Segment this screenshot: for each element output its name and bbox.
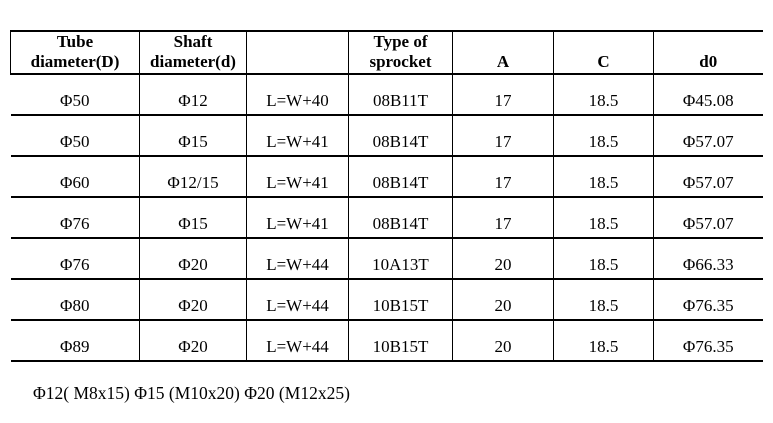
table-cell: 10B15T bbox=[348, 319, 453, 363]
table-cell: Φ20 bbox=[139, 319, 247, 363]
table-cell: Φ12 bbox=[139, 73, 247, 117]
table-cell: L=W+44 bbox=[246, 319, 349, 363]
table-cell: Φ76.35 bbox=[653, 319, 763, 363]
table-cell: Φ15 bbox=[139, 196, 247, 240]
table-cell: 18.5 bbox=[553, 114, 654, 158]
table-cell: 08B14T bbox=[348, 114, 453, 158]
table-cell: Φ60 bbox=[10, 155, 140, 199]
table-cell: 18.5 bbox=[553, 196, 654, 240]
table-cell: L=W+41 bbox=[246, 155, 349, 199]
table-cell: Φ20 bbox=[139, 237, 247, 281]
table-cell: Φ76 bbox=[10, 196, 140, 240]
table-cell: 18.5 bbox=[553, 278, 654, 322]
table-cell: L=W+44 bbox=[246, 237, 349, 281]
sprocket-spec-table: Tube diameter(D) Shaft diameter(d) Type … bbox=[10, 29, 763, 363]
table-cell: 18.5 bbox=[553, 237, 654, 281]
table-body: Φ50 Φ12 L=W+40 08B11T 17 18.5 Φ45.08 Φ50 Φ15 L=W+… bbox=[10, 73, 763, 363]
table-cell: L=W+40 bbox=[246, 73, 349, 117]
table-cell: 17 bbox=[452, 155, 554, 199]
table-cell: Φ57.07 bbox=[653, 114, 763, 158]
table-cell: Φ50 bbox=[10, 114, 140, 158]
table-cell: 18.5 bbox=[553, 319, 654, 363]
col-header-sprocket-type: Type of sprocket bbox=[348, 29, 453, 76]
table-cell: Φ57.07 bbox=[653, 155, 763, 199]
table-cell: 20 bbox=[452, 278, 554, 322]
table-cell: Φ45.08 bbox=[653, 73, 763, 117]
table-row: Φ60 Φ12/15 L=W+41 08B14T 17 18.5 Φ57.07 bbox=[10, 155, 763, 199]
col-header-a: A bbox=[452, 29, 554, 76]
table-row: Φ89 Φ20 L=W+44 10B15T 20 18.5 Φ76.35 bbox=[10, 319, 763, 363]
table-cell: Φ76 bbox=[10, 237, 140, 281]
table-cell: Φ12/15 bbox=[139, 155, 247, 199]
table-cell: Φ15 bbox=[139, 114, 247, 158]
table-cell: 18.5 bbox=[553, 155, 654, 199]
table-row: Φ76 Φ15 L=W+41 08B14T 17 18.5 Φ57.07 bbox=[10, 196, 763, 240]
table-cell: 17 bbox=[452, 114, 554, 158]
table-cell: 17 bbox=[452, 73, 554, 117]
table-cell: 10A13T bbox=[348, 237, 453, 281]
table-cell: Φ57.07 bbox=[653, 196, 763, 240]
col-header-d0: d0 bbox=[653, 29, 763, 76]
table-cell: L=W+41 bbox=[246, 114, 349, 158]
table-row: Φ50 Φ15 L=W+41 08B14T 17 18.5 Φ57.07 bbox=[10, 114, 763, 158]
col-header-length-formula bbox=[246, 29, 349, 76]
table-cell: 17 bbox=[452, 196, 554, 240]
table-cell: Φ76.35 bbox=[653, 278, 763, 322]
table-cell: 08B14T bbox=[348, 196, 453, 240]
table-row: Φ76 Φ20 L=W+44 10A13T 20 18.5 Φ66.33 bbox=[10, 237, 763, 281]
col-header-tube-diameter: Tube diameter(D) bbox=[10, 29, 140, 76]
table-cell: 20 bbox=[452, 237, 554, 281]
table-cell: Φ50 bbox=[10, 73, 140, 117]
col-header-shaft-diameter: Shaft diameter(d) bbox=[139, 29, 247, 76]
col-header-c: C bbox=[553, 29, 654, 76]
table-row: Φ50 Φ12 L=W+40 08B11T 17 18.5 Φ45.08 bbox=[10, 73, 763, 117]
table-cell: L=W+44 bbox=[246, 278, 349, 322]
table-cell: L=W+41 bbox=[246, 196, 349, 240]
table-cell: Φ66.33 bbox=[653, 237, 763, 281]
table-cell: 20 bbox=[452, 319, 554, 363]
table-cell: Φ20 bbox=[139, 278, 247, 322]
table-row: Φ80 Φ20 L=W+44 10B15T 20 18.5 Φ76.35 bbox=[10, 278, 763, 322]
header-row: Tube diameter(D) Shaft diameter(d) Type … bbox=[10, 29, 763, 76]
table-cell: 08B11T bbox=[348, 73, 453, 117]
table-cell: 10B15T bbox=[348, 278, 453, 322]
table-cell: 18.5 bbox=[553, 73, 654, 117]
table-cell: Φ80 bbox=[10, 278, 140, 322]
footnote: Φ12( M8x15) Φ15 (M10x20) Φ20 (M12x25) bbox=[33, 383, 350, 403]
table-cell: 08B14T bbox=[348, 155, 453, 199]
table-cell: Φ89 bbox=[10, 319, 140, 363]
